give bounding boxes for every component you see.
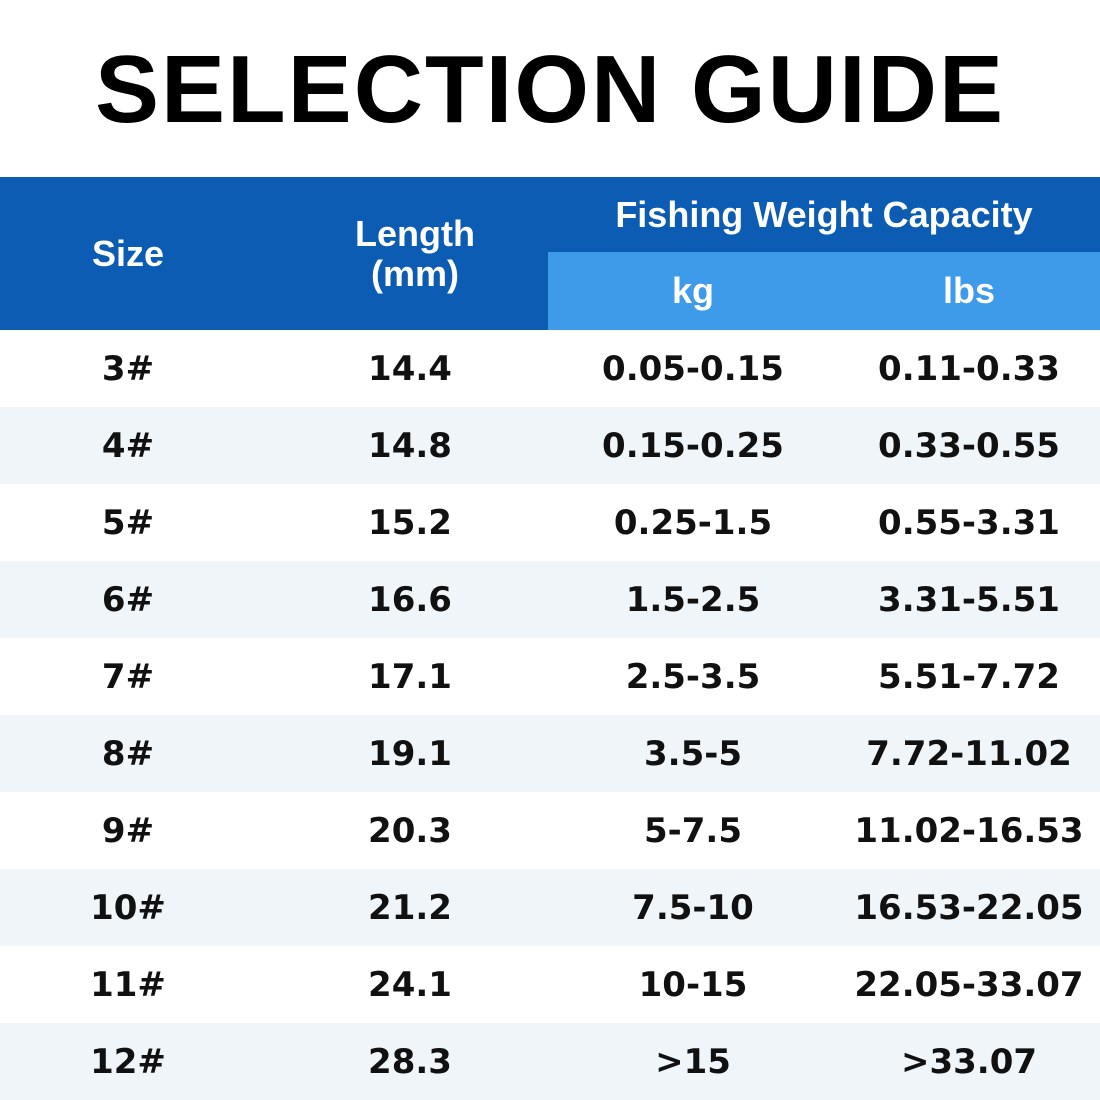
lbs-cell: >33.07	[900, 1041, 1038, 1082]
lbs-cell: 0.55-3.31	[878, 502, 1060, 543]
row-background	[0, 561, 1100, 638]
size-cell: 3#	[101, 348, 155, 389]
length-cell: 17.1	[368, 656, 452, 697]
kg-cell: 0.25-1.5	[613, 502, 773, 543]
kg-cell: 0.05-0.15	[602, 348, 784, 389]
kg-cell: >15	[655, 1041, 731, 1082]
length-cell: 14.4	[368, 348, 452, 389]
lbs-cell: 0.11-0.33	[878, 348, 1060, 389]
row-background	[0, 792, 1100, 869]
size-cell: 11#	[90, 964, 166, 1005]
size-cell: 8#	[101, 733, 155, 774]
size-cell: 5#	[101, 502, 155, 543]
length-cell: 16.6	[368, 579, 452, 620]
size-cell: 12#	[90, 1041, 166, 1082]
size-cell: 6#	[101, 579, 155, 620]
lbs-cell: 5.51-7.72	[878, 656, 1060, 697]
capacity-header: Fishing Weight Capacity	[615, 193, 1033, 235]
kg-header: kg	[671, 270, 714, 311]
kg-cell: 0.15-0.25	[602, 425, 784, 466]
size-cell: 10#	[90, 887, 166, 928]
row-background	[0, 330, 1100, 407]
lbs-header: lbs	[942, 270, 995, 311]
size-header: Size	[91, 232, 165, 274]
length-cell: 15.2	[368, 502, 452, 543]
lbs-cell: 3.31-5.51	[878, 579, 1060, 620]
length-header: Length (mm)	[355, 212, 475, 294]
size-cell: 7#	[101, 656, 155, 697]
length-cell: 21.2	[368, 887, 452, 928]
kg-cell: 5-7.5	[644, 810, 742, 851]
length-cell: 24.1	[368, 964, 452, 1005]
lbs-cell: 16.53-22.05	[854, 887, 1084, 928]
length-cell: 19.1	[368, 733, 452, 774]
row-background	[0, 638, 1100, 715]
size-cell: 9#	[101, 810, 155, 851]
length-cell: 14.8	[368, 425, 452, 466]
row-background	[0, 484, 1100, 561]
row-background	[0, 869, 1100, 946]
row-background	[0, 715, 1100, 792]
row-background	[0, 1023, 1100, 1100]
title: SELECTION GUIDE	[94, 36, 1006, 143]
kg-cell: 10-15	[638, 964, 748, 1005]
kg-cell: 7.5-10	[632, 887, 754, 928]
lbs-cell: 22.05-33.07	[854, 964, 1084, 1005]
size-cell: 4#	[101, 425, 155, 466]
kg-cell: 2.5-3.5	[625, 656, 761, 697]
length-cell: 20.3	[368, 810, 452, 851]
length-cell: 28.3	[368, 1041, 452, 1082]
lbs-cell: 11.02-16.53	[854, 810, 1084, 851]
lbs-cell: 0.33-0.55	[878, 425, 1060, 466]
kg-cell: 3.5-5	[644, 733, 742, 774]
row-background	[0, 946, 1100, 1023]
row-background	[0, 407, 1100, 484]
kg-cell: 1.5-2.5	[625, 579, 761, 620]
subheader-band	[548, 252, 1100, 330]
lbs-cell: 7.72-11.02	[866, 733, 1072, 774]
